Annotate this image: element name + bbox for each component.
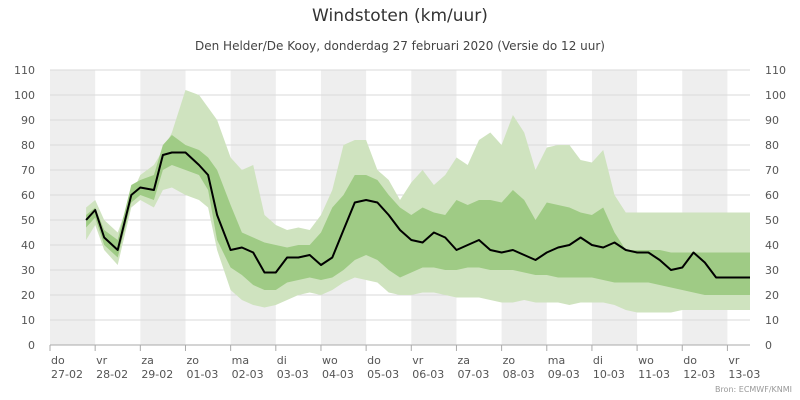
x-tick-date: 01-03 (186, 368, 218, 381)
y-tick-label-right: 70 (765, 164, 779, 177)
y-tick-label-right: 80 (765, 139, 779, 152)
y-tick-label-left: 30 (21, 264, 35, 277)
x-tick-date: 09-03 (548, 368, 580, 381)
x-tick-day: ma (232, 354, 249, 367)
y-tick-label-left: 50 (21, 214, 35, 227)
x-tick-date: 05-03 (367, 368, 399, 381)
x-tick-day: wo (322, 354, 338, 367)
x-tick-date: 02-03 (232, 368, 264, 381)
x-tick-day: vr (412, 354, 424, 367)
y-tick-label-right: 30 (765, 264, 779, 277)
x-tick-day: di (593, 354, 603, 367)
x-tick-day: ma (548, 354, 565, 367)
x-tick-day: za (141, 354, 154, 367)
y-tick-label-right: 90 (765, 114, 779, 127)
y-tick-label-left: 40 (21, 239, 35, 252)
x-tick-date: 12-03 (683, 368, 715, 381)
x-tick-date: 29-02 (141, 368, 173, 381)
chart-subtitle: Den Helder/De Kooy, donderdag 27 februar… (195, 39, 605, 53)
y-tick-label-right: 10 (765, 314, 779, 327)
y-tick-label-left: 80 (21, 139, 35, 152)
x-tick-day: wo (638, 354, 654, 367)
y-tick-label-left: 100 (14, 89, 35, 102)
y-tick-label-left: 20 (21, 289, 35, 302)
median-layer (85, 151, 750, 279)
x-tick-date: 04-03 (322, 368, 354, 381)
y-tick-label-right: 0 (765, 339, 772, 352)
y-tick-label-right: 20 (765, 289, 779, 302)
y-tick-label-left: 60 (21, 189, 35, 202)
x-tick-date: 10-03 (593, 368, 625, 381)
x-tick-date: 06-03 (412, 368, 444, 381)
x-tick-day: di (277, 354, 287, 367)
credits: Bron: ECMWF/KNMI (714, 385, 792, 394)
inner-band (86, 135, 751, 295)
x-tick-date: 27-02 (51, 368, 83, 381)
median-line (85, 151, 750, 279)
y-tick-label-right: 110 (765, 64, 786, 77)
x-tick-day: zo (186, 354, 199, 367)
axes: 0 0 10 10 20 20 30 30 40 40 50 50 60 60 70 70 80 80 90 90 10… (14, 64, 786, 381)
x-tick-day: do (683, 354, 697, 367)
x-tick-day: do (51, 354, 65, 367)
chart-title: Windstoten (km/uur) (312, 6, 488, 26)
x-tick-day: do (367, 354, 381, 367)
x-tick-date: 08-03 (503, 368, 535, 381)
x-tick-date: 03-03 (277, 368, 309, 381)
x-tick-day: vr (728, 354, 740, 367)
x-tick-date: 11-03 (638, 368, 670, 381)
y-tick-label-right: 60 (765, 189, 779, 202)
x-tick-day: zo (503, 354, 516, 367)
y-tick-label-left: 0 (28, 339, 35, 352)
x-tick-day: vr (96, 354, 108, 367)
y-tick-label-left: 90 (21, 114, 35, 127)
y-tick-label-left: 10 (21, 314, 35, 327)
y-tick-label-left: 110 (14, 64, 35, 77)
y-tick-label-right: 40 (765, 239, 779, 252)
x-tick-date: 28-02 (96, 368, 128, 381)
y-tick-label-left: 70 (21, 164, 35, 177)
x-tick-day: za (457, 354, 470, 367)
bands (86, 90, 751, 313)
x-tick-date: 13-03 (728, 368, 760, 381)
y-tick-label-right: 50 (765, 214, 779, 227)
y-tick-label-right: 100 (765, 89, 786, 102)
x-tick-date: 07-03 (457, 368, 489, 381)
